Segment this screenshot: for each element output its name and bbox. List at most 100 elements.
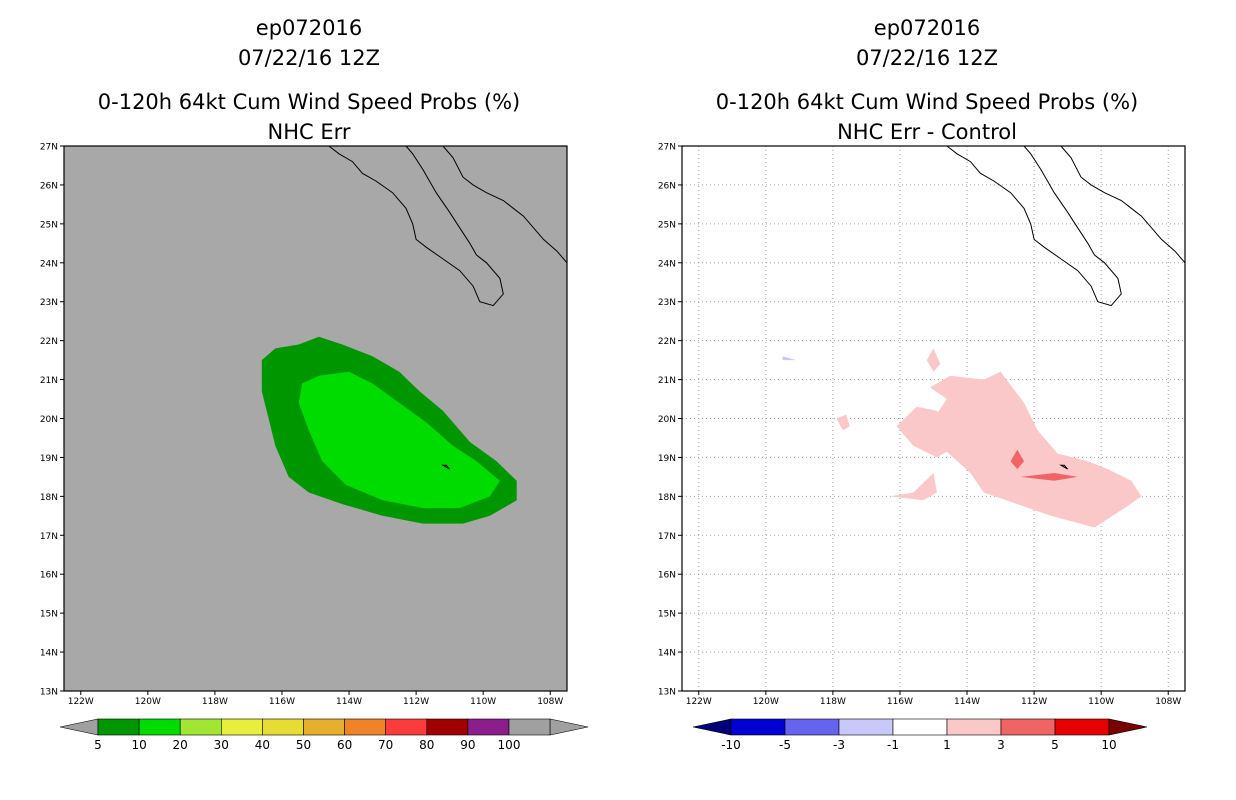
contour-region-2 [926, 348, 941, 372]
x-tick-label: 120W [753, 697, 779, 707]
mainland-coastline [442, 145, 568, 264]
colorbar-over-arrow [1108, 718, 1148, 736]
island [1059, 464, 1068, 470]
colorbar: 5 10 20 30 40 50 60 70 80 90 100 [59, 718, 589, 752]
colorbar-swatch-2 [179, 718, 222, 736]
product-title: 0-120h 64kt Cum Wind Speed Probs (%) [97, 90, 521, 114]
storm-id-title: ep072016 [873, 16, 981, 40]
colorbar-under-arrow [692, 718, 732, 736]
colorbar-label: 30 [214, 738, 229, 752]
y-tick-label: 23N [40, 298, 58, 308]
y-tick-label: 16N [658, 571, 676, 581]
y-tick-label: 25N [658, 220, 676, 230]
colorbar-label: 40 [255, 738, 270, 752]
y-tick-label: 26N [658, 181, 676, 191]
x-tick-label: 114W [336, 697, 362, 707]
colorbar-swatch-0 [730, 718, 786, 736]
date-title: 07/22/16 12Z [855, 46, 999, 70]
colorbar-label: 1 [943, 738, 951, 752]
y-tick-label: 18N [40, 493, 58, 503]
y-tick-label: 13N [658, 688, 676, 698]
colorbar-swatch-5 [303, 718, 345, 736]
colorbar-swatch-0 [97, 718, 140, 736]
colorbar-swatch-10 [508, 718, 551, 736]
contour-region-7 [782, 356, 796, 361]
colorbar-swatch-1 [784, 718, 840, 736]
x-tick-label: 116W [887, 697, 913, 707]
x-tick-label: 120W [135, 697, 161, 707]
y-tick-label: 20N [40, 415, 58, 425]
x-tick-label: 114W [954, 697, 980, 707]
x-tick-label: 110W [470, 697, 496, 707]
contour-region-1 [298, 371, 500, 508]
variant-title: NHC Err - Control [837, 120, 1017, 144]
colorbar-over-arrow [549, 718, 589, 736]
storm-id-title: ep072016 [255, 16, 363, 40]
colorbar-label: -10 [721, 738, 741, 752]
colorbar-label: 5 [1051, 738, 1059, 752]
coastline [946, 145, 1186, 470]
colorbar-label: -3 [833, 738, 845, 752]
y-tick-label: 15N [658, 610, 676, 620]
colorbar-label: 3 [997, 738, 1005, 752]
x-tick-label: 118W [202, 697, 228, 707]
contour-region-4 [889, 473, 937, 501]
island [441, 464, 450, 470]
y-tick-label: 19N [40, 454, 58, 464]
y-tick-label: 15N [40, 610, 58, 620]
colorbar-swatch-1 [138, 718, 181, 736]
colorbar-label: 50 [296, 738, 311, 752]
product-title: 0-120h 64kt Cum Wind Speed Probs (%) [715, 90, 1139, 114]
colorbar-swatch-3 [892, 718, 948, 736]
y-tick-label: 27N [658, 143, 676, 153]
colorbar-swatch-3 [221, 718, 263, 736]
colorbar-swatch-4 [946, 718, 1002, 736]
mainland-coastline [1060, 145, 1186, 264]
left-panel: ep072016 07/22/16 12Z 0-120h 64kt Cum Wi… [40, 16, 589, 752]
contour-region-3 [836, 414, 850, 431]
y-tick-label: 21N [40, 376, 58, 386]
y-tick-label: 24N [40, 259, 58, 269]
x-tick-label: 122W [68, 697, 94, 707]
y-tick-label: 14N [658, 649, 676, 659]
contour-region-6 [1020, 473, 1078, 481]
colorbar-swatch-6 [344, 718, 387, 736]
x-tick-label: 108W [537, 697, 563, 707]
contour-region-0 [930, 371, 1142, 528]
colorbar-label: -1 [887, 738, 899, 752]
baja-coastline [328, 145, 504, 307]
contour-region-1 [896, 406, 957, 458]
y-tick-label: 22N [658, 337, 676, 347]
colorbar: -10 -5 -3 -1 1 3 5 10 [692, 718, 1148, 752]
y-tick-label: 23N [658, 298, 676, 308]
baja-coastline [946, 145, 1122, 307]
colorbar-label: -5 [779, 738, 791, 752]
colorbar-swatch-7 [385, 718, 428, 736]
colorbar-label: 10 [1101, 738, 1116, 752]
y-tick-label: 17N [40, 532, 58, 542]
coastline [328, 145, 568, 470]
y-tick-label: 14N [40, 649, 58, 659]
colorbar-swatch-9 [467, 718, 510, 736]
y-tick-label: 19N [658, 454, 676, 464]
colorbar-swatch-2 [838, 718, 894, 736]
y-tick-label: 21N [658, 376, 676, 386]
colorbar-label: 60 [337, 738, 352, 752]
x-tick-label: 122W [686, 697, 712, 707]
x-tick-label: 108W [1155, 697, 1181, 707]
colorbar-swatch-6 [1054, 718, 1110, 736]
colorbar-label: 70 [378, 738, 393, 752]
x-tick-label: 116W [269, 697, 295, 707]
y-tick-label: 25N [40, 220, 58, 230]
y-tick-label: 20N [658, 415, 676, 425]
right-panel: ep072016 07/22/16 12Z 0-120h 64kt Cum Wi… [618, 0, 1236, 800]
colorbar-label: 80 [419, 738, 434, 752]
contour-region-5 [1010, 449, 1024, 470]
y-tick-label: 27N [40, 143, 58, 153]
date-title: 07/22/16 12Z [237, 46, 381, 70]
y-tick-label: 24N [658, 259, 676, 269]
colorbar-under-arrow [59, 718, 99, 736]
colorbar-label: 20 [173, 738, 188, 752]
x-tick-label: 112W [403, 697, 429, 707]
colorbar-swatch-5 [1000, 718, 1056, 736]
